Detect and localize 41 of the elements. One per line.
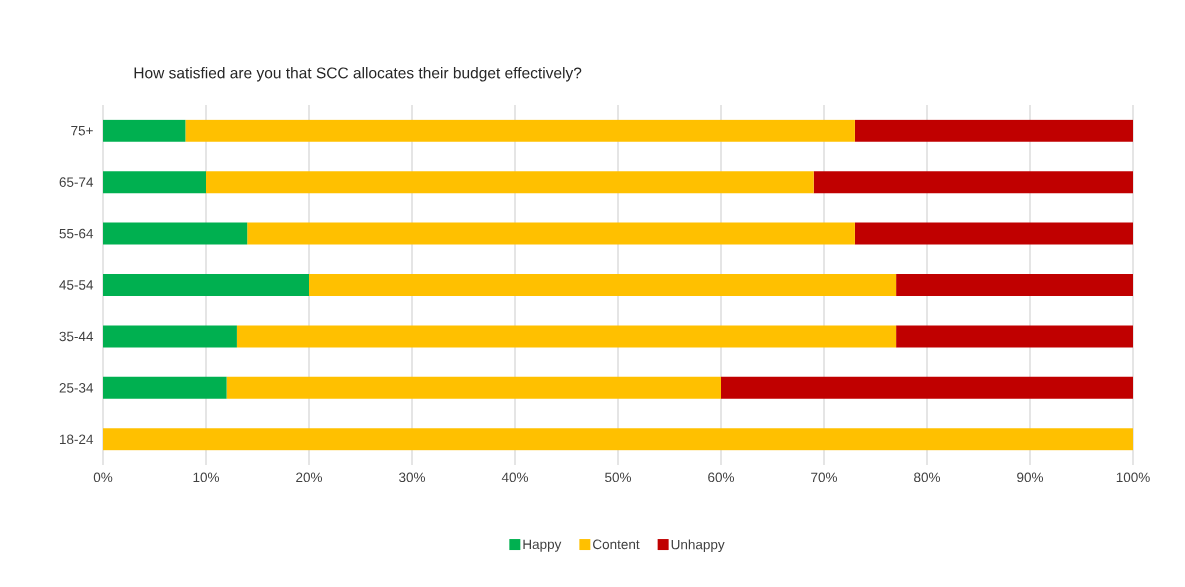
x-tick-label: 30% <box>399 472 426 483</box>
bar <box>854 119 1134 142</box>
bar <box>206 171 814 194</box>
bar <box>103 222 248 245</box>
x-tick-label: 40% <box>501 472 529 483</box>
bar <box>103 376 227 399</box>
x-tick-label: 20% <box>296 472 323 483</box>
bar <box>226 376 722 399</box>
legend-label: Happy <box>523 539 562 552</box>
bar <box>103 428 1134 451</box>
y-tick-label: 55-64 <box>59 228 94 239</box>
x-tick-label: 100% <box>1116 472 1150 483</box>
x-tick-label: 10% <box>193 472 220 483</box>
x-tick-label: 70% <box>811 472 838 483</box>
y-tick-label: 65-74 <box>59 177 94 187</box>
y-tick-label: 18-24 <box>59 434 94 445</box>
bar <box>309 274 897 297</box>
bar <box>896 274 1134 297</box>
legend-label: Content <box>593 539 640 550</box>
bar <box>185 119 855 142</box>
bar <box>103 171 206 194</box>
bar <box>813 171 1134 194</box>
bar <box>896 325 1134 348</box>
legend-label: Unhappy <box>671 539 725 552</box>
bar <box>103 274 310 297</box>
x-tick-label: 50% <box>605 472 632 483</box>
bar <box>103 119 186 142</box>
x-tick-label: 80% <box>914 472 941 483</box>
x-tick-label: 90% <box>1017 472 1044 483</box>
y-tick-label: 45-54 <box>59 280 94 290</box>
chart-title: How satisfied are you that SCC allocates their budget effectively? <box>134 67 582 82</box>
bar <box>721 376 1134 399</box>
x-tick-label: 60% <box>708 472 735 483</box>
bar <box>247 222 855 245</box>
y-tick-label: 75+ <box>71 126 93 136</box>
x-tick-label: 0% <box>93 472 113 483</box>
bar <box>854 222 1134 245</box>
bar <box>236 325 897 348</box>
y-tick-label: 35-44 <box>59 331 94 342</box>
y-tick-label: 25-34 <box>59 383 94 393</box>
bar <box>103 325 237 348</box>
